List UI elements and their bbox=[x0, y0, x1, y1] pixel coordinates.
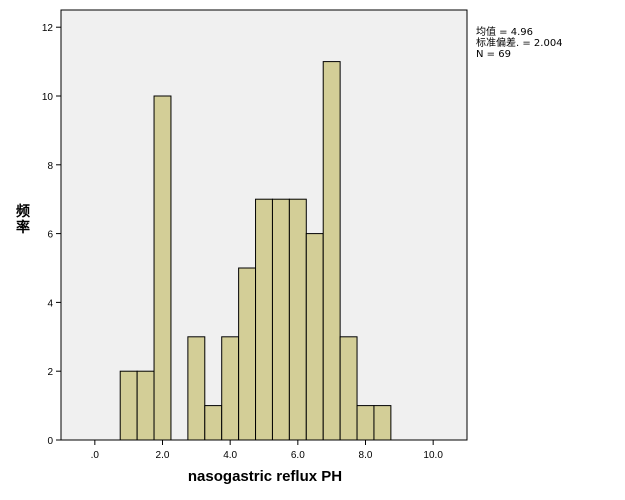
histogram-bar-9 bbox=[288, 198, 307, 441]
n-label: N = 69 bbox=[476, 49, 511, 60]
histogram-bar-7 bbox=[255, 198, 273, 441]
sd-label: 标准偏差. = 2.004 bbox=[476, 38, 563, 49]
axes-layer: 0 2 4 6 8 10 12 .0 2.0 4.0 6.0 8.0 10.0 bbox=[42, 23, 443, 461]
x-tick-label-2: 4.0 bbox=[223, 450, 237, 461]
histogram-bar-1 bbox=[136, 370, 155, 441]
x-tick-label-1: 2.0 bbox=[156, 450, 170, 461]
histogram-bar-2 bbox=[153, 95, 172, 441]
x-tick-label-3: 6.0 bbox=[291, 450, 305, 461]
histogram-bar-0 bbox=[119, 370, 138, 441]
y-tick-label-4: 8 bbox=[47, 161, 53, 172]
x-axis-label: nasogastric reflux PH bbox=[187, 468, 343, 485]
histogram-bar-12 bbox=[339, 336, 358, 441]
bars-layer bbox=[119, 61, 392, 441]
histogram-bar-13 bbox=[356, 405, 375, 441]
histogram-bar-3 bbox=[187, 336, 206, 441]
x-tick-label-5: 10.0 bbox=[423, 450, 443, 461]
mean-label: 均值 = 4.96 bbox=[476, 27, 534, 38]
statistics-legend: 均值 = 4.96 标准偏差. = 2.004 N = 69 bbox=[476, 27, 563, 60]
y-tick-label-2: 4 bbox=[47, 298, 53, 309]
y-tick-label-6: 12 bbox=[42, 23, 54, 34]
y-tick-label-5: 10 bbox=[42, 92, 54, 103]
histogram-bar-8 bbox=[271, 198, 290, 441]
y-tick-label-3: 6 bbox=[47, 230, 53, 241]
histogram-bar-10 bbox=[305, 233, 324, 441]
histogram-bar-4 bbox=[204, 405, 223, 441]
y-tick-label-0: 0 bbox=[47, 436, 53, 447]
histogram-bar-6 bbox=[238, 267, 257, 441]
histogram-bar-11 bbox=[322, 61, 341, 441]
histogram-bar-14 bbox=[373, 405, 392, 441]
y-tick-label-1: 2 bbox=[47, 367, 53, 378]
histogram-bar-5 bbox=[221, 336, 240, 441]
y-axis-label: 频率 bbox=[16, 204, 30, 236]
x-tick-label-0: .0 bbox=[91, 450, 100, 461]
x-tick-label-4: 8.0 bbox=[359, 450, 373, 461]
